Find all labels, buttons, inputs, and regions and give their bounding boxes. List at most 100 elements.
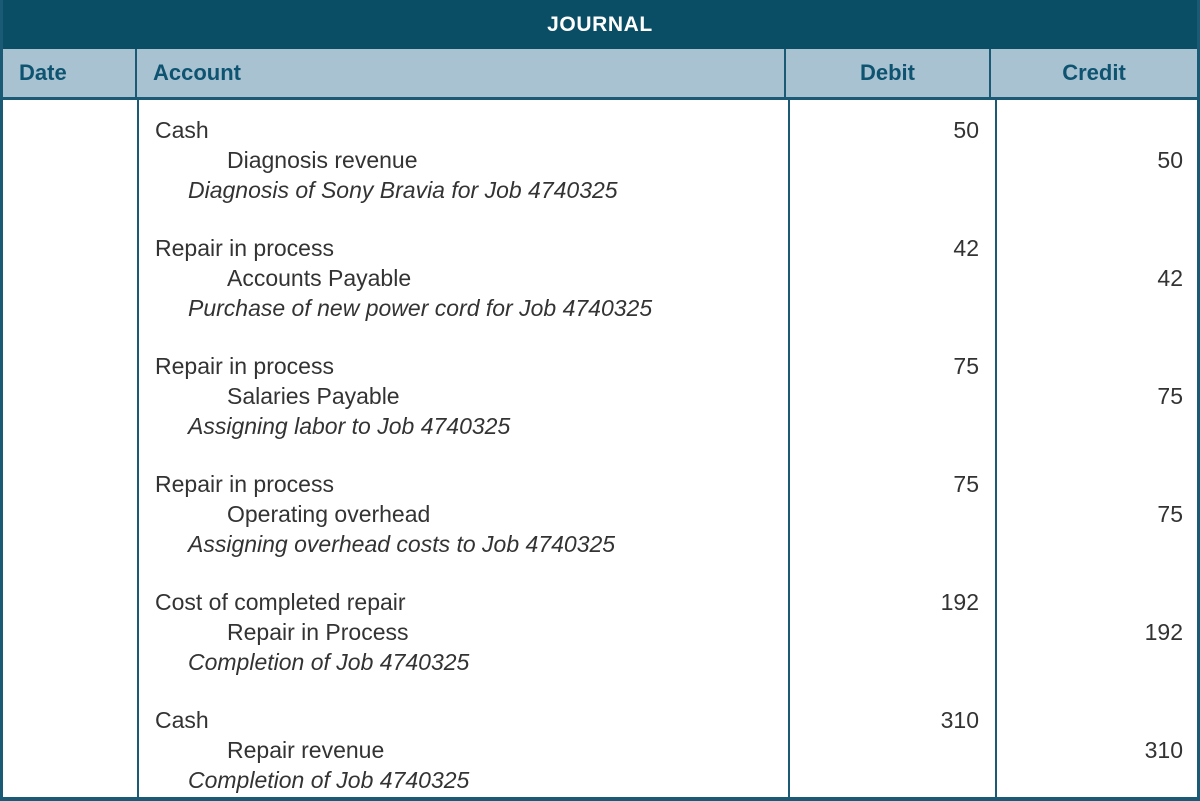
column-header-credit: Credit xyxy=(1062,60,1126,85)
date-cell xyxy=(3,263,139,293)
memo-text: Assigning labor to Job 4740325 xyxy=(188,413,511,439)
debit-amount: 75 xyxy=(953,353,979,379)
column-divider-date-account xyxy=(137,100,139,797)
entry-memo-line: Diagnosis of Sony Bravia for Job 4740325 xyxy=(3,175,1197,205)
credit-amount-empty xyxy=(995,351,1197,381)
entry-credit-line: Repair revenue 310 xyxy=(3,735,1197,765)
journal-title: JOURNAL xyxy=(3,0,1197,49)
credit-amount-empty xyxy=(995,705,1197,735)
debit-amount: 75 xyxy=(953,471,979,497)
entry-credit-line: Repair in Process 192 xyxy=(3,617,1197,647)
debit-amount: 50 xyxy=(953,117,979,143)
table-header: Date Account Debit Credit xyxy=(3,49,1197,100)
date-cell xyxy=(3,411,139,441)
credit-account: Salaries Payable xyxy=(227,383,400,409)
date-cell xyxy=(3,145,139,175)
credit-account: Repair in Process xyxy=(227,619,409,645)
memo-text: Diagnosis of Sony Bravia for Job 4740325 xyxy=(188,177,618,203)
date-cell xyxy=(3,735,139,765)
date-cell xyxy=(3,529,139,559)
credit-amount-empty xyxy=(995,115,1197,145)
column-divider-debit-credit xyxy=(995,100,997,797)
debit-account: Cost of completed repair xyxy=(155,589,406,615)
debit-amount: 42 xyxy=(953,235,979,261)
entry-memo-line: Completion of Job 4740325 xyxy=(3,765,1197,795)
credit-amount: 310 xyxy=(1144,737,1183,763)
entry-credit-line: Salaries Payable 75 xyxy=(3,381,1197,411)
credit-amount-empty xyxy=(995,175,1197,205)
debit-amount-empty xyxy=(790,263,995,293)
debit-amount-empty xyxy=(790,381,995,411)
entry-debit-line: Repair in process 75 xyxy=(3,469,1197,499)
credit-amount-empty xyxy=(995,529,1197,559)
credit-amount-empty xyxy=(995,411,1197,441)
debit-amount-empty xyxy=(790,145,995,175)
date-cell xyxy=(3,351,139,381)
credit-amount-empty xyxy=(995,233,1197,263)
credit-amount-empty xyxy=(995,587,1197,617)
entry-debit-line: Repair in process 42 xyxy=(3,233,1197,263)
credit-amount: 50 xyxy=(1157,147,1183,173)
debit-account: Repair in process xyxy=(155,235,334,261)
column-divider-account-debit xyxy=(788,100,790,797)
debit-amount-empty xyxy=(790,647,995,677)
entry-debit-line: Cash 50 xyxy=(3,115,1197,145)
journal-entry-5: Cost of completed repair 192 Repair in P… xyxy=(3,587,1197,677)
date-cell xyxy=(3,233,139,263)
memo-text: Assigning overhead costs to Job 4740325 xyxy=(188,531,616,557)
journal-entry-2: Repair in process 42 Accounts Payable 42… xyxy=(3,233,1197,323)
date-cell xyxy=(3,293,139,323)
memo-text: Purchase of new power cord for Job 47403… xyxy=(188,295,653,321)
column-header-date: Date xyxy=(3,49,137,97)
date-cell xyxy=(3,647,139,677)
debit-account: Cash xyxy=(155,117,209,143)
credit-amount-empty xyxy=(995,293,1197,323)
entry-memo-line: Assigning overhead costs to Job 4740325 xyxy=(3,529,1197,559)
credit-amount: 75 xyxy=(1157,383,1183,409)
credit-account: Operating overhead xyxy=(227,501,431,527)
memo-text: Completion of Job 4740325 xyxy=(188,649,470,675)
journal-entry-4: Repair in process 75 Operating overhead … xyxy=(3,469,1197,559)
journal-entry-3: Repair in process 75 Salaries Payable 75… xyxy=(3,351,1197,441)
debit-amount-empty xyxy=(790,175,995,205)
credit-amount: 42 xyxy=(1157,265,1183,291)
table-body: Cash 50 Diagnosis revenue 50 Diagnosis o… xyxy=(3,100,1197,797)
debit-amount: 192 xyxy=(940,589,979,615)
column-header-debit: Debit xyxy=(786,49,991,97)
journal-entry-1: Cash 50 Diagnosis revenue 50 Diagnosis o… xyxy=(3,115,1197,205)
credit-amount-empty xyxy=(995,765,1197,795)
date-cell xyxy=(3,469,139,499)
credit-amount-empty xyxy=(995,469,1197,499)
debit-amount-empty xyxy=(790,765,995,795)
date-cell xyxy=(3,381,139,411)
entry-debit-line: Cost of completed repair 192 xyxy=(3,587,1197,617)
debit-amount-empty xyxy=(790,529,995,559)
memo-text: Completion of Job 4740325 xyxy=(188,767,470,793)
credit-amount-empty xyxy=(995,647,1197,677)
date-cell xyxy=(3,499,139,529)
entry-memo-line: Assigning labor to Job 4740325 xyxy=(3,411,1197,441)
debit-account: Repair in process xyxy=(155,471,334,497)
credit-account: Diagnosis revenue xyxy=(227,147,418,173)
debit-amount-empty xyxy=(790,617,995,647)
journal-entry-6: Cash 310 Repair revenue 310 Completion o… xyxy=(3,705,1197,795)
credit-account: Accounts Payable xyxy=(227,265,412,291)
debit-amount-empty xyxy=(790,411,995,441)
entry-credit-line: Operating overhead 75 xyxy=(3,499,1197,529)
entry-memo-line: Completion of Job 4740325 xyxy=(3,647,1197,677)
date-cell xyxy=(3,175,139,205)
entry-debit-line: Cash 310 xyxy=(3,705,1197,735)
entry-memo-line: Purchase of new power cord for Job 47403… xyxy=(3,293,1197,323)
entry-debit-line: Repair in process 75 xyxy=(3,351,1197,381)
debit-account: Repair in process xyxy=(155,353,334,379)
debit-amount-empty xyxy=(790,735,995,765)
date-cell xyxy=(3,115,139,145)
entry-credit-line: Accounts Payable 42 xyxy=(3,263,1197,293)
column-header-account: Account xyxy=(137,49,786,97)
entry-credit-line: Diagnosis revenue 50 xyxy=(3,145,1197,175)
date-cell xyxy=(3,765,139,795)
credit-amount: 192 xyxy=(1144,619,1183,645)
date-cell xyxy=(3,587,139,617)
credit-amount: 75 xyxy=(1157,501,1183,527)
